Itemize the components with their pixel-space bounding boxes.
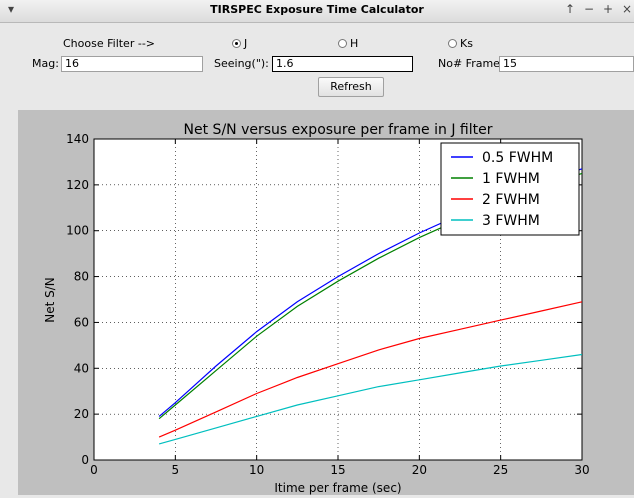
series-line-4 [158, 353, 583, 445]
y-tick-label: 120 [66, 178, 89, 192]
y-tick-label: 140 [66, 132, 89, 146]
legend-label: 1 FWHM [482, 171, 540, 187]
x-tick-label: 0 [90, 463, 98, 477]
x-axis-label: Itime per frame (sec) [274, 481, 401, 495]
legend-label: 3 FWHM [482, 213, 540, 229]
y-tick-label: 0 [81, 453, 89, 467]
filter-label-j: J [244, 37, 248, 50]
mag-label: Mag: [32, 57, 59, 70]
chart-title: Net S/N versus exposure per frame in J f… [184, 122, 493, 138]
radio-indicator-h[interactable] [338, 39, 347, 48]
filter-radio-j[interactable]: J [232, 37, 247, 50]
input-form: Choose Filter --> J H Ks Mag: 16 Seeing(… [0, 22, 634, 102]
x-tick-label: 5 [172, 463, 180, 477]
window-title: TIRSPEC Exposure Time Calculator [210, 3, 424, 16]
radio-indicator-ks[interactable] [448, 39, 457, 48]
x-tick-label: 15 [330, 463, 345, 477]
chart-legend: 0.5 FWHM 1 FWHM 2 FWHM 3 FWHM [440, 142, 580, 236]
y-tick-label: 20 [74, 407, 89, 421]
window-menu-icon[interactable]: ▾ [8, 2, 15, 16]
plot-canvas: 0 5 10 15 20 25 30 0 20 40 60 80 100 120 140 Net S/N v… [18, 110, 634, 495]
y-tick-label: 80 [74, 270, 89, 284]
window-raise-icon[interactable]: ↑ [565, 2, 576, 16]
seeing-label: Seeing("): [214, 57, 269, 70]
window-maximize-icon[interactable]: + [603, 2, 614, 16]
frames-label: No# Frames: [438, 57, 510, 70]
x-tick-label: 10 [249, 463, 264, 477]
mag-input[interactable]: 16 [61, 56, 203, 72]
radio-indicator-j[interactable] [232, 39, 241, 48]
frames-input[interactable]: 15 [499, 56, 634, 72]
refresh-button[interactable]: Refresh [318, 77, 384, 97]
filter-label-ks: Ks [460, 37, 473, 50]
window-close-icon[interactable]: × [622, 2, 633, 16]
seeing-input[interactable]: 1.6 [272, 56, 413, 72]
filter-label-h: H [350, 37, 359, 50]
y-tick-label: 40 [74, 361, 89, 375]
x-tick-label: 20 [412, 463, 427, 477]
y-tick-label: 60 [74, 315, 89, 329]
choose-filter-label: Choose Filter --> [63, 37, 156, 50]
axis-ticks: 0 5 10 15 20 25 30 0 20 40 60 80 100 120 140 [66, 132, 590, 477]
legend-label: 2 FWHM [482, 192, 540, 208]
y-tick-label: 100 [66, 224, 89, 238]
x-tick-label: 30 [574, 463, 589, 477]
filter-radio-h[interactable]: H [338, 37, 358, 50]
line-chart: 0 5 10 15 20 25 30 0 20 40 60 80 100 120 140 Net S/N v… [43, 122, 590, 495]
window-minimize-icon[interactable]: − [584, 2, 595, 16]
y-axis-label: Net S/N [43, 277, 57, 323]
series-line-3 [158, 301, 583, 438]
legend-label: 0.5 FWHM [482, 150, 553, 166]
filter-radio-ks[interactable]: Ks [448, 37, 473, 50]
window-titlebar: ▾ TIRSPEC Exposure Time Calculator ↑ − +… [0, 0, 634, 23]
x-tick-label: 25 [493, 463, 508, 477]
